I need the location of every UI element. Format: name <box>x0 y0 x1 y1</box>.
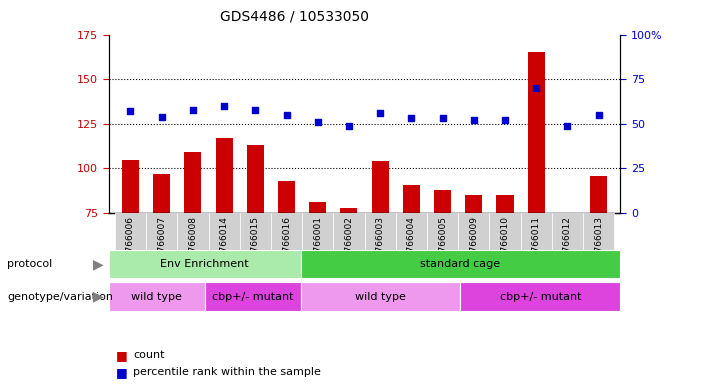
Text: GSM766008: GSM766008 <box>189 216 198 271</box>
Text: wild type: wild type <box>131 291 182 302</box>
Point <box>437 116 448 122</box>
Bar <box>403 185 420 347</box>
Bar <box>465 195 482 347</box>
Point <box>531 85 542 91</box>
Bar <box>309 202 326 347</box>
Bar <box>590 175 607 347</box>
Text: ▶: ▶ <box>93 257 104 271</box>
Point <box>406 116 417 122</box>
Point <box>281 112 292 118</box>
Text: genotype/variation: genotype/variation <box>7 291 113 302</box>
Point <box>593 112 604 118</box>
Bar <box>184 152 201 347</box>
Bar <box>302 213 333 273</box>
Point <box>468 117 479 123</box>
Text: GSM766010: GSM766010 <box>501 216 510 271</box>
Point <box>499 117 510 123</box>
Text: GSM766002: GSM766002 <box>344 216 353 271</box>
Bar <box>278 181 295 347</box>
Text: ■: ■ <box>116 366 128 379</box>
Text: GSM766001: GSM766001 <box>313 216 322 271</box>
Bar <box>109 282 205 311</box>
Bar <box>341 208 358 347</box>
Bar <box>301 282 461 311</box>
Bar <box>247 145 264 347</box>
Text: GSM766006: GSM766006 <box>126 216 135 271</box>
Bar <box>489 213 521 273</box>
Text: protocol: protocol <box>7 259 53 269</box>
Text: count: count <box>133 350 165 360</box>
Point <box>343 122 355 129</box>
Bar <box>434 190 451 347</box>
Bar <box>240 213 271 273</box>
Bar <box>153 174 170 347</box>
Point <box>562 122 573 129</box>
Text: GSM766013: GSM766013 <box>594 216 603 271</box>
Text: cbp+/- mutant: cbp+/- mutant <box>212 291 293 302</box>
Bar <box>396 213 427 273</box>
Bar <box>109 250 301 278</box>
Bar <box>365 213 396 273</box>
Point <box>219 103 230 109</box>
Point <box>312 119 323 125</box>
Point <box>125 108 136 114</box>
Bar <box>146 213 177 273</box>
Text: GSM766012: GSM766012 <box>563 216 572 271</box>
Point <box>374 110 386 116</box>
Text: GSM766014: GSM766014 <box>219 216 229 271</box>
Text: GSM766009: GSM766009 <box>469 216 478 271</box>
Text: GSM766004: GSM766004 <box>407 216 416 271</box>
Bar <box>427 213 458 273</box>
Bar <box>333 213 365 273</box>
Bar <box>461 282 620 311</box>
Bar <box>301 250 620 278</box>
Text: GSM766016: GSM766016 <box>282 216 291 271</box>
Text: ▶: ▶ <box>93 290 104 304</box>
Text: GSM766007: GSM766007 <box>157 216 166 271</box>
Bar <box>583 213 614 273</box>
Text: GSM766015: GSM766015 <box>251 216 260 271</box>
Bar <box>122 160 139 347</box>
Bar <box>372 161 388 347</box>
Bar <box>521 213 552 273</box>
Text: wild type: wild type <box>355 291 406 302</box>
Text: Env Enrichment: Env Enrichment <box>161 259 249 269</box>
Text: GDS4486 / 10533050: GDS4486 / 10533050 <box>220 10 369 23</box>
Text: standard cage: standard cage <box>421 259 501 269</box>
Text: cbp+/- mutant: cbp+/- mutant <box>500 291 581 302</box>
Point <box>156 114 168 120</box>
Point <box>187 106 198 113</box>
Bar <box>559 213 576 347</box>
Bar <box>115 213 146 273</box>
Text: GSM766005: GSM766005 <box>438 216 447 271</box>
Bar <box>528 53 545 347</box>
Point <box>250 106 261 113</box>
Bar <box>205 282 301 311</box>
Bar <box>177 213 208 273</box>
Text: ■: ■ <box>116 349 128 362</box>
Text: GSM766003: GSM766003 <box>376 216 385 271</box>
Bar <box>552 213 583 273</box>
Text: GSM766011: GSM766011 <box>531 216 540 271</box>
Text: percentile rank within the sample: percentile rank within the sample <box>133 367 321 377</box>
Bar <box>208 213 240 273</box>
Bar <box>271 213 302 273</box>
Bar <box>458 213 489 273</box>
Bar <box>496 195 514 347</box>
Bar <box>215 138 233 347</box>
